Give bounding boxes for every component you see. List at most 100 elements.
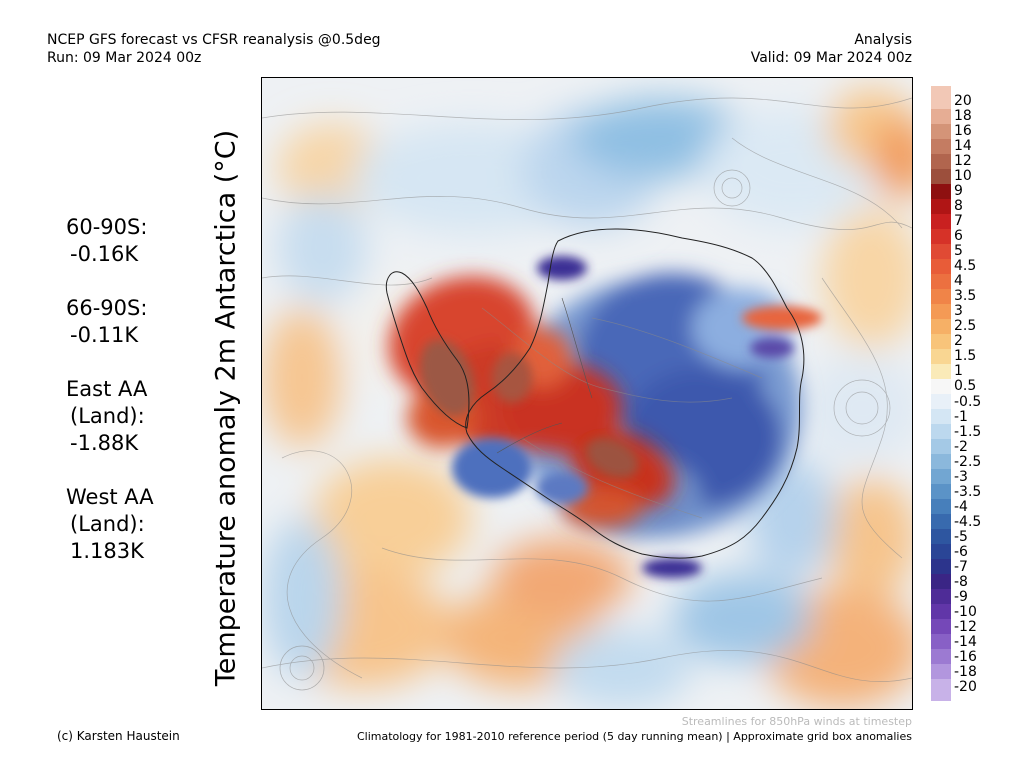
colorbar-segment (931, 544, 951, 560)
stat-value: -0.16K (70, 242, 139, 266)
run-time: Run: 09 Mar 2024 00z (47, 50, 202, 66)
colorbar-segment (931, 273, 951, 290)
colorbar-tick-label: 20 (954, 93, 972, 109)
streamlines-note: Streamlines for 850hPa winds at timestep (681, 715, 912, 728)
colorbar-tick-label: 0.5 (954, 378, 977, 395)
colorbar-tick-label: -5 (954, 528, 968, 545)
wind-streamlines (262, 97, 912, 691)
colorbar-tick-label: 9 (954, 183, 963, 200)
stat-60-90s: 60-90S: -0.16K (66, 214, 154, 268)
colorbar-tick-label: 14 (954, 138, 972, 155)
colorbar-tick-label: 1.5 (954, 348, 977, 365)
warm-anomaly-core (419, 339, 639, 479)
colorbar-segment (931, 198, 951, 215)
colorbar-tick-label: 8 (954, 198, 963, 215)
colorbar-segment (931, 123, 951, 140)
colorbar-tick-label: -12 (954, 618, 977, 635)
colorbar-segment (931, 333, 951, 350)
colorbar-tick-label: -3.5 (954, 483, 982, 500)
colorbar-segment (931, 348, 951, 365)
colorbar-segment (931, 378, 951, 395)
colorbar-tick-label: 4.5 (954, 258, 977, 275)
colorbar-tick-label: -7 (954, 558, 968, 575)
colorbar-segment (931, 454, 951, 470)
colorbar-segment (931, 258, 951, 275)
colorbar-tick-label: 12 (954, 153, 972, 170)
colorbar-segment (931, 439, 951, 455)
colorbar-segment (931, 664, 951, 680)
stat-label: 60-90S: (66, 215, 148, 239)
colorbar-tick-label: -8 (954, 573, 968, 590)
map-title: NCEP GFS forecast vs CFSR reanalysis @0.… (47, 32, 381, 48)
colorbar-tick-label: 10 (954, 168, 972, 185)
colorbar-tick-label: -4.5 (954, 513, 982, 530)
stat-66-90s: 66-90S: -0.11K (66, 295, 154, 349)
colorbar-tick-label: 2.5 (954, 318, 977, 335)
stat-value: 1.183K (70, 539, 144, 563)
colorbar-segment (931, 649, 951, 665)
colorbar-tick-label: 16 (954, 123, 972, 140)
colorbar-tick-label: -4 (954, 498, 968, 515)
colorbar-segment (931, 183, 951, 200)
colorbar-tick-label: -2 (954, 438, 968, 455)
colorbar-tick-label: -9 (954, 588, 968, 605)
colorbar-tick-label: -1 (954, 408, 968, 425)
stat-label-2: (Land): (70, 512, 145, 536)
header-right: Analysis Valid: 09 Mar 2024 00z (751, 31, 912, 67)
colorbar-tick-label: -14 (954, 633, 977, 650)
colorbar-segment (931, 514, 951, 530)
colorbar-segment (931, 484, 951, 500)
colorbar-tick-label: 4 (954, 273, 963, 290)
colorbar-tick-label: -16 (954, 648, 977, 665)
colorbar-tick-label: -20 (954, 679, 977, 695)
colorbar-segment (931, 409, 951, 425)
header-left: NCEP GFS forecast vs CFSR reanalysis @0.… (47, 31, 381, 67)
colorbar-segment (931, 619, 951, 635)
stat-west-aa: West AA (Land): 1.183K (66, 484, 154, 565)
colorbar-segment (931, 168, 951, 185)
colorbar-tick-label: 3 (954, 303, 963, 320)
colorbar-tick-label: -2.5 (954, 453, 982, 470)
colorbar-segment (931, 589, 951, 605)
colorbar-tick-label: 1 (954, 363, 963, 380)
colorbar-segment (931, 634, 951, 650)
stat-value: -0.11K (70, 323, 139, 347)
valid-time: Valid: 09 Mar 2024 00z (750, 50, 912, 66)
colorbar-tick-label: 5 (954, 243, 963, 260)
colorbar-segment (931, 213, 951, 230)
colorbar-segment (931, 574, 951, 590)
colorbar-tick-label: -18 (954, 663, 977, 680)
stat-label: East AA (66, 377, 148, 401)
colorbar-segment (931, 228, 951, 245)
colorbar-tick-label: -3 (954, 468, 968, 485)
colorbar-segment (931, 469, 951, 485)
colorbar-segment (931, 153, 951, 170)
colorbar-segment (931, 604, 951, 620)
stat-label: West AA (66, 485, 154, 509)
climatology-note: Climatology for 1981-2010 reference peri… (356, 730, 912, 743)
colorbar-tick-label: -6 (954, 543, 968, 560)
colorbar-tick-label: -1.5 (954, 423, 982, 440)
colorbar-segment (931, 679, 951, 702)
anomaly-map[interactable] (261, 77, 913, 710)
stat-east-aa: East AA (Land): -1.88K (66, 376, 154, 457)
colorbar-segment (931, 243, 951, 260)
colorbar-segment (931, 529, 951, 545)
axis-label: Temperature anomaly 2m Antarctica (°C) (210, 129, 242, 687)
colorbar-tick-label: -10 (954, 603, 977, 620)
credit-text: (c) Karsten Haustein (57, 729, 180, 743)
colorbar-tick-label: 7 (954, 213, 963, 230)
colorbar-segment (931, 424, 951, 440)
colorbar-tick-label: 2 (954, 333, 963, 350)
stat-value: -1.88K (70, 431, 139, 455)
colorbar-tick-label: 18 (954, 108, 972, 125)
colorbar-tick-label: 6 (954, 228, 963, 245)
colorbar-segment (931, 559, 951, 575)
colorbar-segment (931, 108, 951, 125)
colorbar-segment (931, 288, 951, 305)
colorbar-segment (931, 138, 951, 155)
colorbar-segment (931, 86, 951, 109)
anomaly-map-svg (262, 78, 912, 709)
stat-label: 66-90S: (66, 296, 148, 320)
colorbar-segment (931, 363, 951, 380)
